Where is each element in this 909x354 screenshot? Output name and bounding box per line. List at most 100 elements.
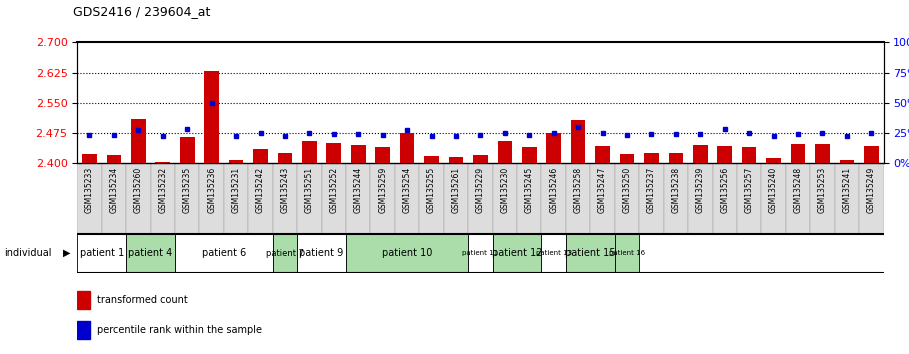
Bar bbox=[522, 147, 536, 163]
Bar bbox=[346, 234, 468, 273]
Bar bbox=[546, 133, 561, 163]
Text: GSM135259: GSM135259 bbox=[378, 166, 387, 213]
Bar bbox=[248, 163, 273, 234]
Bar bbox=[224, 163, 248, 234]
Text: GSM135239: GSM135239 bbox=[695, 166, 704, 213]
Bar bbox=[614, 163, 639, 234]
Bar bbox=[766, 158, 781, 163]
Bar bbox=[273, 163, 297, 234]
Bar bbox=[815, 144, 830, 163]
Text: GSM135241: GSM135241 bbox=[843, 166, 852, 212]
Bar bbox=[566, 163, 590, 234]
Bar bbox=[614, 234, 639, 273]
Bar bbox=[302, 141, 316, 163]
Text: GSM135249: GSM135249 bbox=[867, 166, 876, 213]
Bar bbox=[273, 234, 297, 273]
Text: GSM135237: GSM135237 bbox=[647, 166, 656, 213]
Bar bbox=[693, 145, 707, 163]
Text: individual: individual bbox=[5, 248, 52, 258]
Bar bbox=[106, 155, 121, 163]
Text: GSM135260: GSM135260 bbox=[134, 166, 143, 213]
Bar bbox=[542, 234, 566, 273]
Bar bbox=[277, 153, 293, 163]
Text: GSM135238: GSM135238 bbox=[672, 166, 680, 212]
Bar bbox=[77, 163, 102, 234]
Text: GSM135256: GSM135256 bbox=[720, 166, 729, 213]
Bar bbox=[77, 291, 90, 309]
Bar bbox=[620, 154, 634, 163]
Bar bbox=[473, 155, 488, 163]
Text: patient 9: patient 9 bbox=[299, 248, 344, 258]
Bar bbox=[542, 163, 566, 234]
Bar bbox=[834, 163, 859, 234]
Bar bbox=[102, 163, 126, 234]
Bar bbox=[297, 234, 346, 273]
Text: patient 4: patient 4 bbox=[128, 248, 173, 258]
Text: GSM135257: GSM135257 bbox=[744, 166, 754, 213]
Bar bbox=[497, 141, 512, 163]
Text: GSM135254: GSM135254 bbox=[403, 166, 412, 213]
Bar bbox=[126, 234, 175, 273]
Text: patient 13: patient 13 bbox=[535, 250, 572, 256]
Text: patient 7: patient 7 bbox=[266, 249, 304, 258]
Bar bbox=[571, 120, 585, 163]
Bar bbox=[126, 163, 151, 234]
Bar bbox=[762, 163, 785, 234]
Bar bbox=[859, 163, 884, 234]
Text: GSM135245: GSM135245 bbox=[524, 166, 534, 213]
Text: patient 6: patient 6 bbox=[202, 248, 246, 258]
Bar bbox=[449, 157, 464, 163]
Bar bbox=[713, 163, 737, 234]
Bar bbox=[668, 153, 684, 163]
Bar bbox=[468, 163, 493, 234]
Bar bbox=[346, 163, 371, 234]
Text: GSM135242: GSM135242 bbox=[256, 166, 265, 212]
Bar bbox=[82, 154, 97, 163]
Bar bbox=[785, 163, 810, 234]
Bar bbox=[639, 163, 664, 234]
Bar bbox=[375, 147, 390, 163]
Text: GDS2416 / 239604_at: GDS2416 / 239604_at bbox=[73, 5, 210, 18]
Text: patient 1: patient 1 bbox=[80, 248, 124, 258]
Text: GSM135231: GSM135231 bbox=[232, 166, 241, 212]
Text: GSM135252: GSM135252 bbox=[329, 166, 338, 212]
Text: ▶: ▶ bbox=[63, 248, 70, 258]
Text: GSM135250: GSM135250 bbox=[623, 166, 632, 213]
Bar bbox=[742, 147, 756, 163]
Bar bbox=[840, 160, 854, 163]
Bar bbox=[791, 144, 805, 163]
Text: GSM135243: GSM135243 bbox=[281, 166, 289, 213]
Text: GSM135253: GSM135253 bbox=[818, 166, 827, 213]
Text: transformed count: transformed count bbox=[96, 295, 187, 305]
Bar bbox=[864, 146, 879, 163]
Bar bbox=[180, 137, 195, 163]
Bar bbox=[810, 163, 834, 234]
Bar bbox=[644, 153, 659, 163]
Text: GSM135236: GSM135236 bbox=[207, 166, 216, 213]
Bar bbox=[254, 149, 268, 163]
Bar bbox=[400, 133, 415, 163]
Bar bbox=[229, 160, 244, 163]
Text: GSM135251: GSM135251 bbox=[305, 166, 314, 212]
Text: patient 16: patient 16 bbox=[609, 250, 645, 256]
Text: GSM135229: GSM135229 bbox=[476, 166, 484, 212]
Bar bbox=[737, 163, 762, 234]
Bar bbox=[199, 163, 224, 234]
Bar bbox=[155, 162, 170, 163]
Text: GSM135258: GSM135258 bbox=[574, 166, 583, 212]
Bar bbox=[595, 146, 610, 163]
Text: GSM135233: GSM135233 bbox=[85, 166, 94, 213]
Text: GSM135255: GSM135255 bbox=[427, 166, 436, 213]
Text: patient 15: patient 15 bbox=[565, 248, 615, 258]
Bar bbox=[371, 163, 395, 234]
Bar bbox=[425, 156, 439, 163]
Bar bbox=[517, 163, 542, 234]
Bar bbox=[419, 163, 444, 234]
Text: GSM135261: GSM135261 bbox=[452, 166, 461, 212]
Bar bbox=[468, 234, 493, 273]
Text: GSM135247: GSM135247 bbox=[598, 166, 607, 213]
Bar bbox=[493, 163, 517, 234]
Text: patient 12: patient 12 bbox=[492, 248, 543, 258]
Bar bbox=[493, 234, 542, 273]
Bar bbox=[175, 163, 199, 234]
